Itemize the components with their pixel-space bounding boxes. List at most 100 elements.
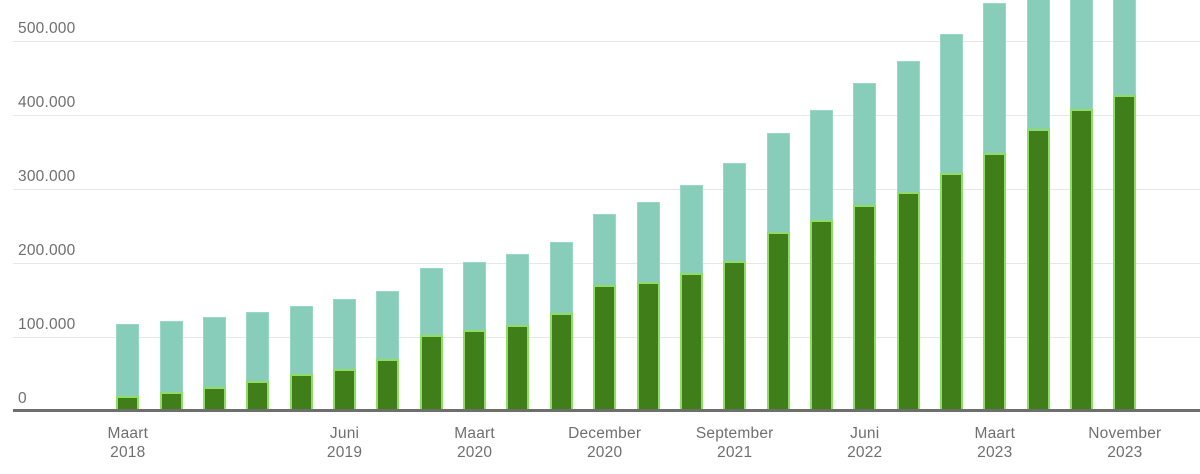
bar-segment-green[interactable] [896, 191, 920, 411]
bar-segment-green[interactable] [246, 381, 270, 411]
bar-segment-green[interactable] [116, 396, 140, 411]
bar-segment-green[interactable] [593, 285, 617, 411]
bar-segment-teal[interactable] [896, 60, 920, 192]
bar-segment-green[interactable] [766, 231, 790, 411]
x-tick-label-year: 2018 [110, 444, 146, 461]
bar-december-2018[interactable] [246, 311, 270, 411]
bar-juni-2021[interactable] [679, 184, 703, 411]
bar-segment-green[interactable] [159, 391, 183, 411]
grid-line [13, 40, 1200, 42]
bar-maart-2022[interactable] [809, 109, 833, 411]
bar-september-2018[interactable] [203, 317, 226, 411]
bar-juni-2023[interactable] [1026, 0, 1050, 411]
bar-november-2023[interactable] [1113, 0, 1137, 411]
x-tick-label-month: Maart [454, 425, 495, 442]
bar-segment-green[interactable] [679, 272, 703, 411]
bar-segment-teal[interactable] [203, 317, 226, 388]
bar-segment-green[interactable] [203, 387, 226, 411]
bar-segment-green[interactable] [853, 205, 877, 411]
bar-segment-teal[interactable] [723, 163, 747, 261]
bar-segment-teal[interactable] [983, 2, 1007, 154]
bar-segment-green[interactable] [723, 260, 747, 411]
y-tick-label: 400.000 [18, 94, 76, 111]
bar-segment-green[interactable] [289, 373, 313, 411]
bar-segment-teal[interactable] [636, 202, 660, 283]
bar-segment-teal[interactable] [679, 184, 703, 273]
bar-segment-green[interactable] [1026, 129, 1050, 411]
bar-segment-teal[interactable] [853, 83, 877, 206]
x-tick-label-month: Juni [850, 425, 880, 442]
x-tick-label: November 2023 [1065, 424, 1185, 462]
bar-segment-teal[interactable] [1026, 0, 1050, 130]
bar-maart-2021[interactable] [636, 202, 660, 411]
x-tick-label: Maart 2020 [415, 424, 535, 462]
bar-segment-teal[interactable] [463, 261, 487, 330]
y-tick-label: 300.000 [18, 168, 76, 185]
bar-december-2019[interactable] [419, 268, 443, 411]
bar-december-2022[interactable] [939, 33, 963, 411]
bar-segment-teal[interactable] [549, 241, 573, 314]
bar-maart-2020[interactable] [463, 261, 487, 411]
x-tick-label: Juni 2022 [805, 424, 925, 462]
bar-segment-teal[interactable] [506, 254, 530, 326]
x-tick-label: Juni 2019 [285, 424, 405, 462]
bar-segment-green[interactable] [376, 359, 400, 411]
bar-december-2020[interactable] [593, 214, 617, 411]
bar-segment-teal[interactable] [376, 291, 400, 360]
bar-segment-green[interactable] [549, 313, 573, 411]
x-tick-label-month: September [695, 425, 774, 442]
y-tick-label: 200.000 [18, 242, 76, 259]
bar-juni-2019[interactable] [333, 299, 357, 411]
bar-segment-green[interactable] [1113, 95, 1137, 411]
x-tick-label-month: Juni [329, 425, 360, 442]
bar-segment-green[interactable] [463, 329, 487, 411]
bar-segment-teal[interactable] [939, 33, 963, 174]
bar-segment-teal[interactable] [419, 268, 443, 335]
bar-segment-teal[interactable] [289, 305, 313, 374]
bar-segment-teal[interactable] [333, 299, 357, 369]
bar-segment-green[interactable] [636, 282, 660, 411]
x-tick-label: Maart 2018 [68, 424, 188, 462]
bar-segment-teal[interactable] [809, 109, 833, 221]
bar-juni-2022[interactable] [853, 83, 877, 411]
bar-segment-teal[interactable] [593, 214, 617, 286]
bar-september-2021[interactable] [723, 163, 747, 411]
grid-line [13, 188, 1200, 190]
bar-maart-2019[interactable] [289, 305, 313, 411]
bar-segment-teal[interactable] [159, 320, 183, 392]
x-tick-label-month: December [568, 425, 642, 442]
bar-september-2019[interactable] [376, 291, 400, 411]
x-tick-label-month: Maart [107, 425, 149, 442]
x-tick-label-year: 2020 [456, 444, 493, 461]
x-tick-label: September 2021 [675, 424, 795, 462]
bar-september-2023[interactable] [1070, 0, 1093, 411]
x-tick-label-year: 2019 [326, 444, 363, 461]
bar-segment-green[interactable] [809, 220, 833, 411]
bar-segment-green[interactable] [506, 325, 530, 411]
bar-segment-green[interactable] [1070, 109, 1093, 411]
x-tick-label-year: 2023 [977, 444, 1013, 461]
bar-segment-teal[interactable] [1113, 0, 1137, 96]
bar-segment-green[interactable] [419, 334, 443, 411]
bar-juni-2018[interactable] [159, 320, 183, 411]
x-tick-label-year: 2020 [586, 444, 623, 461]
y-tick-label: 0 [18, 390, 27, 407]
bar-segment-green[interactable] [939, 173, 963, 411]
bar-maart-2023[interactable] [983, 2, 1007, 411]
bar-september-2022[interactable] [896, 60, 920, 411]
bar-segment-teal[interactable] [116, 323, 140, 397]
bar-segment-teal[interactable] [246, 311, 270, 382]
x-tick-label-year: 2023 [1107, 444, 1143, 461]
bar-segment-teal[interactable] [766, 132, 790, 232]
x-tick-label: Maart 2023 [935, 424, 1055, 462]
bar-segment-green[interactable] [333, 368, 357, 411]
x-axis-line [13, 409, 1200, 412]
y-tick-label: 500.000 [18, 20, 76, 37]
bar-segment-teal[interactable] [1070, 0, 1093, 110]
bar-december-2021[interactable] [766, 132, 790, 411]
bar-juni-2020[interactable] [506, 254, 530, 411]
bar-segment-green[interactable] [983, 153, 1007, 411]
bar-september-2020[interactable] [549, 241, 573, 411]
bar-maart-2018[interactable] [116, 323, 140, 411]
